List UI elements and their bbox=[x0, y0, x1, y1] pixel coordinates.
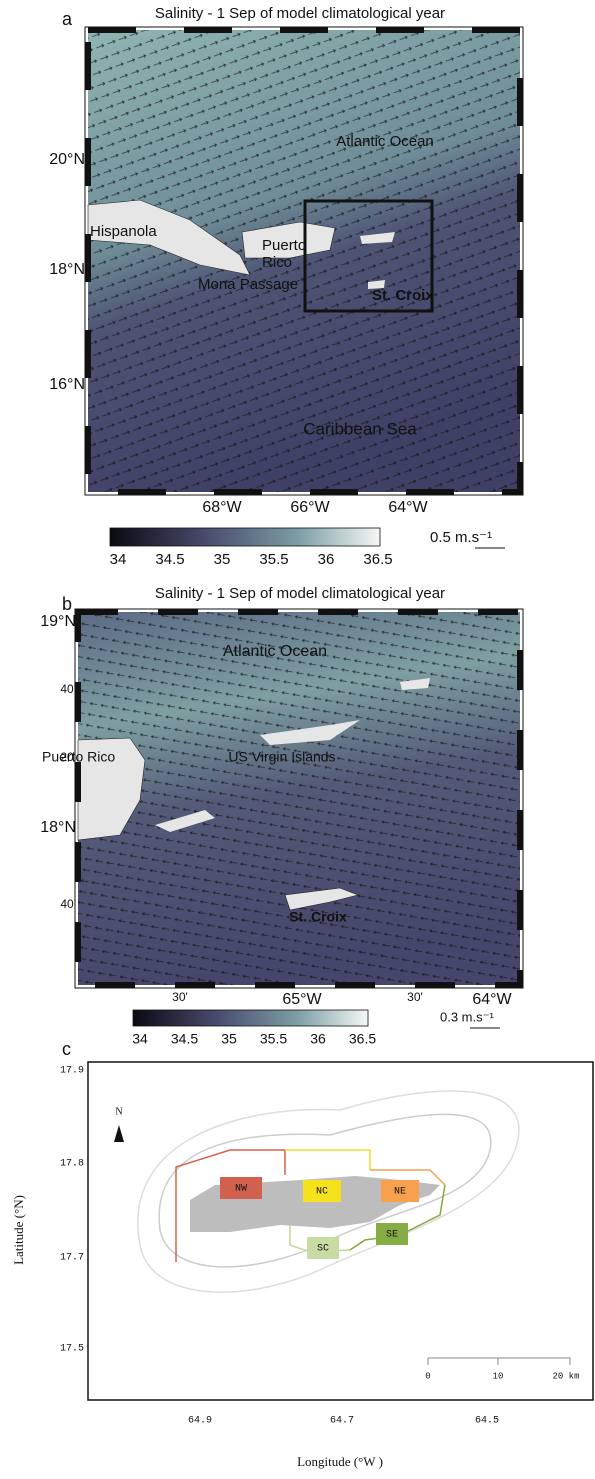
colorbar-label: 35 bbox=[214, 551, 231, 568]
lat-label: 18°N bbox=[40, 819, 76, 836]
zone-label: NC bbox=[316, 1187, 328, 1198]
colorbar-label: 34.5 bbox=[171, 1031, 198, 1047]
colorbar-label: 36.5 bbox=[363, 551, 392, 568]
lon-label: 64.9 bbox=[188, 1416, 212, 1427]
lon-label: 64°W bbox=[472, 991, 512, 1008]
lat-label: 40' bbox=[60, 682, 76, 696]
north-label: N bbox=[115, 1106, 122, 1117]
zone-label: NE bbox=[394, 1187, 406, 1198]
scale-label: 0.3 m.s⁻¹ bbox=[440, 1009, 494, 1024]
place-label: Rico bbox=[262, 254, 292, 271]
place-label: Hispanola bbox=[90, 223, 157, 240]
place-label: Atlantic Ocean bbox=[223, 643, 327, 660]
panel-title: Salinity - 1 Sep of model climatological… bbox=[155, 5, 445, 22]
place-label: Puerto Rico bbox=[42, 749, 115, 765]
colorbar-label: 34 bbox=[132, 1031, 148, 1047]
scale-label: 10 bbox=[493, 1371, 504, 1381]
colorbar-label: 35.5 bbox=[259, 551, 288, 568]
lon-label: 64.7 bbox=[330, 1416, 354, 1427]
lat-label: 17.9 bbox=[60, 1066, 84, 1077]
lon-label: 68°W bbox=[202, 499, 242, 516]
lat-label: 40' bbox=[60, 897, 76, 911]
lat-label: 17.8 bbox=[60, 1159, 84, 1170]
lat-label: 18°N bbox=[49, 261, 85, 278]
place-label: Mona Passage bbox=[198, 276, 298, 293]
zone-label: SE bbox=[386, 1230, 398, 1241]
lon-label: 64°W bbox=[388, 499, 428, 516]
scale-label: 0.5 m.s⁻¹ bbox=[430, 529, 492, 546]
place-label: Caribbean Sea bbox=[303, 419, 417, 438]
scale-label: 20 km bbox=[552, 1371, 579, 1381]
lat-label: 17.7 bbox=[60, 1253, 84, 1264]
zone-label: NW bbox=[235, 1184, 247, 1195]
place-label: Atlantic Ocean bbox=[336, 133, 434, 150]
scale-label: 0 bbox=[425, 1371, 430, 1381]
figure: a Salinity - 1 Sep of model climatologica… bbox=[0, 0, 595, 1479]
panel-label: a bbox=[62, 9, 73, 29]
lon-label: 64.5 bbox=[475, 1416, 499, 1427]
place-label: US Virgin Islands bbox=[228, 749, 335, 765]
colorbar-label: 36 bbox=[310, 1031, 326, 1047]
lon-label: 65°W bbox=[282, 991, 322, 1008]
map-c bbox=[88, 1062, 593, 1400]
lat-label: 20' bbox=[60, 750, 76, 764]
colorbar-label: 36 bbox=[318, 551, 335, 568]
page: {"panel_a":{"label":"a","title":"Salinit… bbox=[0, 0, 595, 1479]
place-label: Puerto bbox=[262, 237, 306, 254]
zone-label: SC bbox=[317, 1244, 329, 1255]
map-b bbox=[75, 609, 523, 1028]
colorbar-label: 36.5 bbox=[349, 1031, 376, 1047]
colorbar-label: 35.5 bbox=[260, 1031, 287, 1047]
panel-label: b bbox=[62, 594, 72, 614]
panel-title: Salinity - 1 Sep of model climatological… bbox=[155, 585, 445, 602]
colorbar-label: 35 bbox=[221, 1031, 237, 1047]
lat-label: 19°N bbox=[40, 613, 76, 630]
place-label: St. Croix bbox=[372, 287, 434, 304]
lat-label: 20°N bbox=[49, 151, 85, 168]
colorbar-label: 34 bbox=[110, 551, 127, 568]
lat-label: 17.5 bbox=[60, 1344, 84, 1355]
lon-label: 66°W bbox=[290, 499, 330, 516]
lat-label: 16°N bbox=[49, 376, 85, 393]
y-axis-title: Latitude (°N) bbox=[11, 1195, 26, 1265]
place-label: St. Croix bbox=[289, 909, 347, 925]
colorbar-label: 34.5 bbox=[155, 551, 184, 568]
panel-label: c bbox=[62, 1039, 71, 1059]
map-a bbox=[85, 27, 523, 548]
x-axis-title: Longitude (°W ) bbox=[297, 1454, 383, 1469]
lon-label: 30' bbox=[407, 990, 423, 1004]
lon-label: 30' bbox=[172, 990, 188, 1004]
